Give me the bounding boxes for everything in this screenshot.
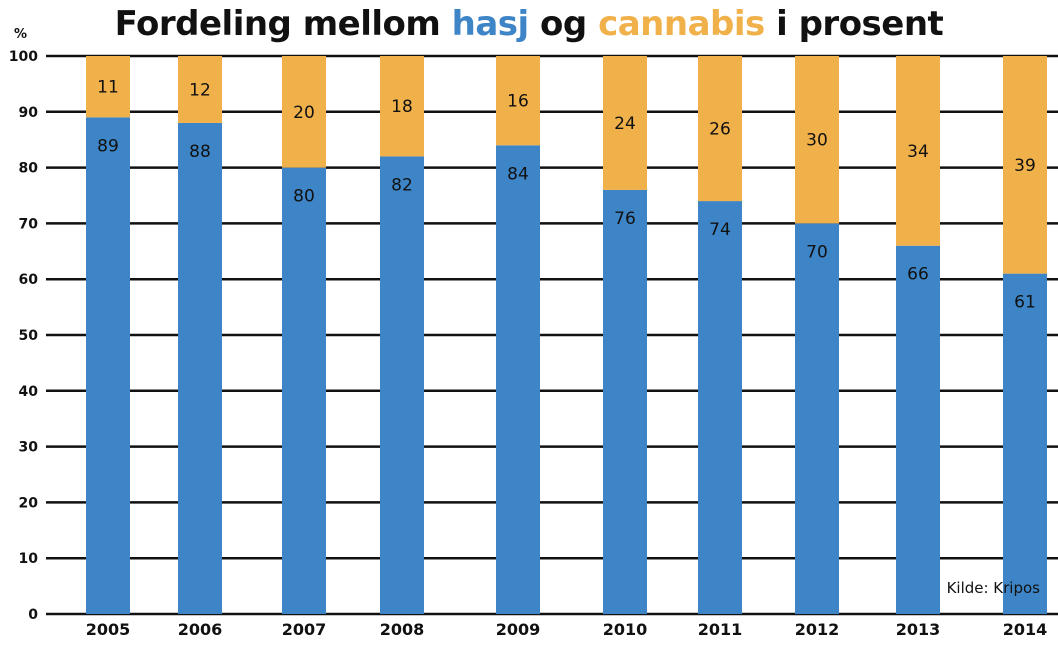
y-tick-label-0: 0: [28, 607, 38, 623]
source-note: Kilde: Kripos: [947, 579, 1041, 597]
y-tick-label-80: 80: [19, 161, 39, 177]
data-label-hasj-2007: 80: [293, 187, 315, 207]
data-label-cannabis-2014: 39: [1014, 156, 1036, 176]
x-tick-label-2007: 2007: [282, 620, 327, 639]
bar-cannabis-2011: [698, 56, 742, 202]
y-tick-label-30: 30: [19, 440, 39, 456]
data-label-hasj-2005: 89: [97, 136, 119, 156]
bar-hasj-2005: [86, 117, 130, 614]
bar-hasj-2011: [698, 201, 742, 614]
data-label-cannabis-2007: 20: [293, 103, 315, 123]
bar-hasj-2013: [896, 245, 940, 614]
bar-cannabis-2005: [86, 56, 130, 118]
y-tick-label-60: 60: [19, 272, 39, 288]
y-unit-label: %: [14, 27, 27, 42]
data-label-cannabis-2011: 26: [709, 120, 731, 140]
bar-cannabis-2006: [178, 56, 222, 123]
data-label-cannabis-2006: 12: [189, 80, 211, 100]
data-label-cannabis-2013: 34: [907, 142, 929, 162]
bar-cannabis-2012: [795, 56, 839, 224]
y-tick-label-50: 50: [19, 328, 39, 344]
data-label-cannabis-2012: 30: [806, 131, 828, 151]
data-label-hasj-2013: 66: [907, 265, 929, 285]
bar-hasj-2006: [178, 122, 222, 615]
bar-hasj-2010: [603, 189, 647, 615]
x-tick-label-2008: 2008: [380, 620, 425, 639]
x-tick-label-2012: 2012: [795, 620, 840, 639]
x-tick-label-2011: 2011: [698, 620, 743, 639]
data-label-hasj-2010: 76: [614, 209, 636, 229]
bar-hasj-2009: [496, 145, 540, 614]
data-label-hasj-2009: 84: [507, 164, 529, 184]
x-tick-label-2010: 2010: [603, 620, 648, 639]
bar-cannabis-2009: [496, 56, 540, 146]
bar-cannabis-2010: [603, 56, 647, 190]
title-part-2: og: [528, 4, 599, 44]
bar-hasj-2014: [1003, 273, 1047, 614]
chart-title: Fordeling mellom hasj og cannabis i pros…: [0, 4, 1058, 44]
bar-cannabis-2007: [282, 56, 326, 168]
labels: 0 10 20 30 40 50 60 70 80 90 100 89 11 2005 88 12 2006 80…: [9, 49, 1048, 639]
data-label-hasj-2011: 74: [709, 220, 731, 240]
x-tick-label-2009: 2009: [496, 620, 541, 639]
title-part-0: Fordeling mellom: [114, 4, 452, 44]
title-part-4: i prosent: [764, 4, 944, 44]
y-tick-label-40: 40: [19, 384, 39, 400]
bars: [86, 56, 1047, 615]
bar-hasj-2007: [282, 167, 326, 614]
y-tick-label-10: 10: [19, 551, 39, 567]
bar-hasj-2012: [795, 223, 839, 614]
x-tick-label-2005: 2005: [86, 620, 131, 639]
bar-cannabis-2014: [1003, 56, 1047, 274]
y-tick-label-70: 70: [19, 216, 39, 232]
bar-cannabis-2013: [896, 56, 940, 246]
data-label-hasj-2008: 82: [391, 175, 413, 195]
data-label-hasj-2006: 88: [189, 142, 211, 162]
data-label-hasj-2014: 61: [1014, 293, 1036, 313]
data-label-cannabis-2010: 24: [614, 114, 636, 134]
title-part-1: hasj: [451, 4, 530, 44]
bar-hasj-2008: [380, 156, 424, 614]
y-tick-label-20: 20: [19, 495, 39, 511]
data-label-cannabis-2005: 11: [97, 78, 119, 98]
bar-cannabis-2008: [380, 56, 424, 157]
y-tick-label-100: 100: [9, 49, 38, 65]
title-part-3: cannabis: [598, 4, 765, 44]
data-label-cannabis-2009: 16: [507, 92, 529, 112]
data-label-hasj-2012: 70: [806, 242, 828, 262]
x-tick-label-2014: 2014: [1003, 620, 1048, 639]
y-tick-label-90: 90: [19, 105, 39, 121]
data-label-cannabis-2008: 18: [391, 97, 413, 117]
x-tick-label-2013: 2013: [896, 620, 941, 639]
x-tick-label-2006: 2006: [178, 620, 223, 639]
